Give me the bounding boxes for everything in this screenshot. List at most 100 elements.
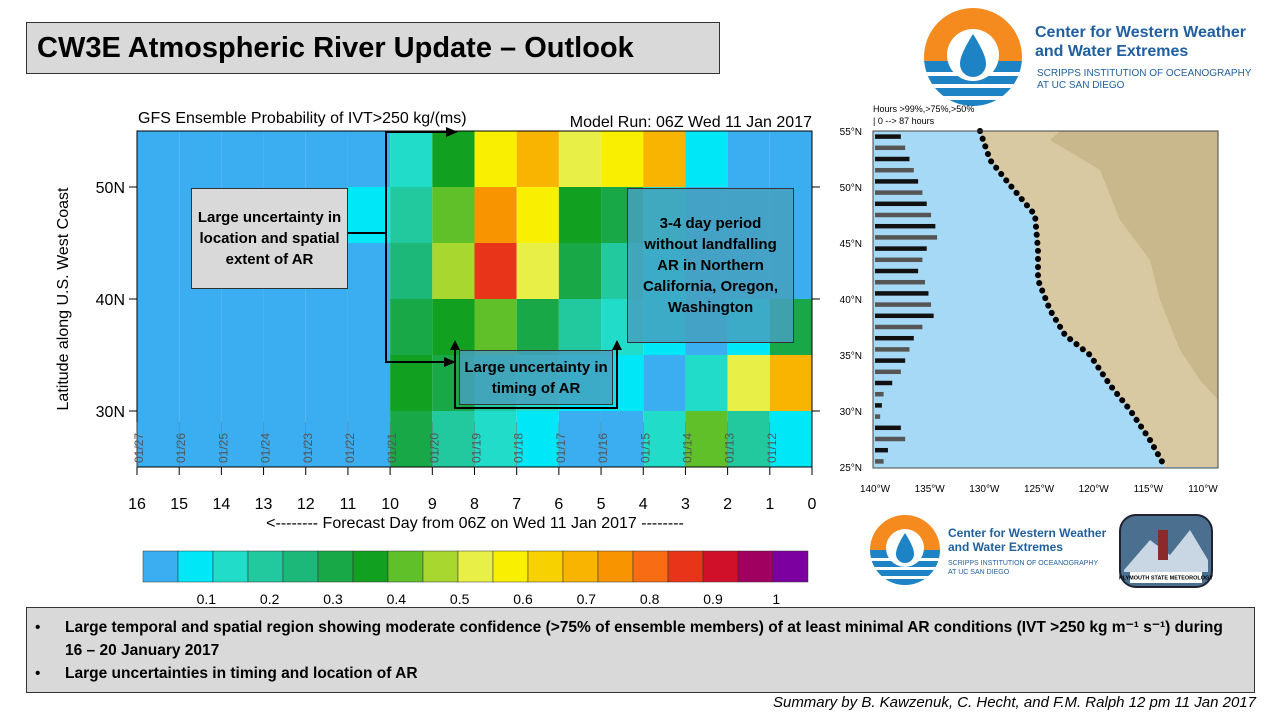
heat-cell [516, 299, 559, 355]
heat-cell [432, 131, 475, 187]
heat-cell [474, 187, 517, 243]
heat-cell [347, 299, 391, 355]
date-label: 01/19 [470, 433, 484, 463]
colorbar-swatch [352, 550, 389, 583]
x-tick-label: 7 [512, 496, 521, 513]
heat-cell [685, 411, 728, 467]
x-tick-label: 3 [681, 496, 690, 513]
date-label: 01/17 [554, 433, 568, 463]
bullet-box: Large temporal and spatial region showin… [26, 607, 1255, 693]
heat-cell [347, 131, 391, 187]
heat-cell [601, 131, 644, 187]
hours-bar [875, 291, 929, 296]
map-lat-label: 50°N [840, 183, 862, 194]
map-overlay: 55°N 50°N 45°N 40°N 35°N 30°N 25°N 140°W 135°W 13… [840, 127, 1219, 495]
logo-text: Center for Western Weather [1035, 24, 1246, 41]
x-tick-label: 5 [597, 496, 606, 513]
date-label: 01/23 [301, 433, 315, 463]
y-tick-label: 40N [96, 292, 125, 309]
colorbar-swatch [317, 550, 354, 583]
hours-bar [875, 145, 906, 151]
colorbar-label: 0.5 [450, 591, 470, 607]
heat-cell [347, 187, 391, 243]
x-tick-label: 9 [428, 496, 437, 513]
colorbar-swatch [177, 550, 214, 583]
colorbar-swatch [142, 550, 179, 583]
map-lon-label: 120°W [1079, 484, 1110, 495]
date-label: 01/25 [216, 433, 230, 463]
heat-cell [558, 411, 602, 467]
colorbar-swatch [772, 550, 809, 583]
heat-cell [221, 411, 264, 467]
logo-subtext: SCRIPPS INSTITUTION OF OCEANOGRAPHY [948, 560, 1098, 567]
colorbar-label: 0.9 [703, 591, 723, 607]
heat-cell [516, 131, 559, 187]
heat-cell [769, 131, 812, 187]
hours-bar [875, 223, 936, 229]
hours-bar [875, 425, 901, 431]
hours-bar [875, 167, 914, 173]
map-legend: Hours >99%,>75%,>50% [873, 104, 974, 114]
heat-cell [305, 355, 348, 411]
x-tick-label: 15 [170, 496, 188, 513]
chart-title: GFS Ensemble Probability of IVT>250 kg/(… [138, 110, 467, 127]
x-tick-label: 1 [765, 496, 774, 513]
heat-cell [727, 411, 770, 467]
hours-bar [875, 369, 901, 375]
heat-cell [221, 355, 264, 411]
heat-cell [390, 187, 433, 243]
colorbar-label: 0.8 [640, 591, 660, 607]
annotation-box: Large uncertainty in timing of AR [459, 350, 613, 405]
hours-bar [875, 403, 882, 408]
heat-cell [347, 411, 391, 467]
x-tick-label: 16 [128, 496, 146, 513]
map-lon-label: 115°W [1134, 484, 1164, 495]
colorbar-swatch [702, 550, 739, 583]
heat-cell [516, 243, 559, 299]
map-lat-label: 35°N [840, 351, 862, 362]
map-lon-label: 110°W [1188, 484, 1218, 495]
date-label: 01/14 [680, 433, 694, 463]
heat-cell [643, 355, 686, 411]
hours-bar [875, 279, 925, 285]
hours-bar [875, 436, 906, 442]
hours-bar [875, 246, 927, 251]
heat-cell [347, 243, 391, 299]
x-tick-label: 0 [808, 496, 817, 513]
date-label: 01/20 [427, 433, 441, 463]
hours-bar [875, 179, 919, 184]
date-label: 01/27 [132, 433, 146, 463]
hours-bar [875, 134, 901, 139]
credit: Summary by B. Kawzenuk, C. Hecht, and F.… [772, 694, 1256, 711]
heat-cell [516, 411, 559, 467]
heat-cell [137, 131, 180, 187]
date-label: 01/16 [596, 433, 610, 463]
map-frame [872, 130, 1219, 469]
map-lat-label: 40°N [840, 295, 862, 306]
arrowheads [444, 127, 622, 367]
heat-cell [263, 411, 306, 467]
logo-text: and Water Extremes [1035, 43, 1188, 60]
heat-cell [390, 411, 433, 467]
colorbar-swatch [457, 550, 494, 583]
map-lon-label: 135°W [915, 484, 946, 495]
heat-cell [643, 411, 686, 467]
heat-cell [179, 131, 222, 187]
heat-cell [685, 355, 728, 411]
hours-bar [875, 358, 906, 363]
heat-cell [769, 355, 812, 411]
heat-cell [474, 243, 517, 299]
map-lat-label: 45°N [840, 239, 862, 250]
colorbar-label: 0.6 [513, 591, 533, 607]
map-lat-label: 55°N [840, 127, 862, 138]
map-lon-label: 125°W [1024, 484, 1055, 495]
colorbar-swatch [387, 550, 424, 583]
heat-cell [263, 131, 306, 187]
x-tick-label: 13 [255, 496, 273, 513]
y-tick-label: 50N [96, 180, 125, 197]
y-axis-label: Latitude along U.S. West Coast [55, 187, 72, 410]
colorbar-swatch [282, 550, 319, 583]
heat-cell [558, 243, 602, 299]
slide-title: CW3E Atmospheric River Update – Outlook [26, 22, 720, 74]
heat-cell [179, 411, 222, 467]
